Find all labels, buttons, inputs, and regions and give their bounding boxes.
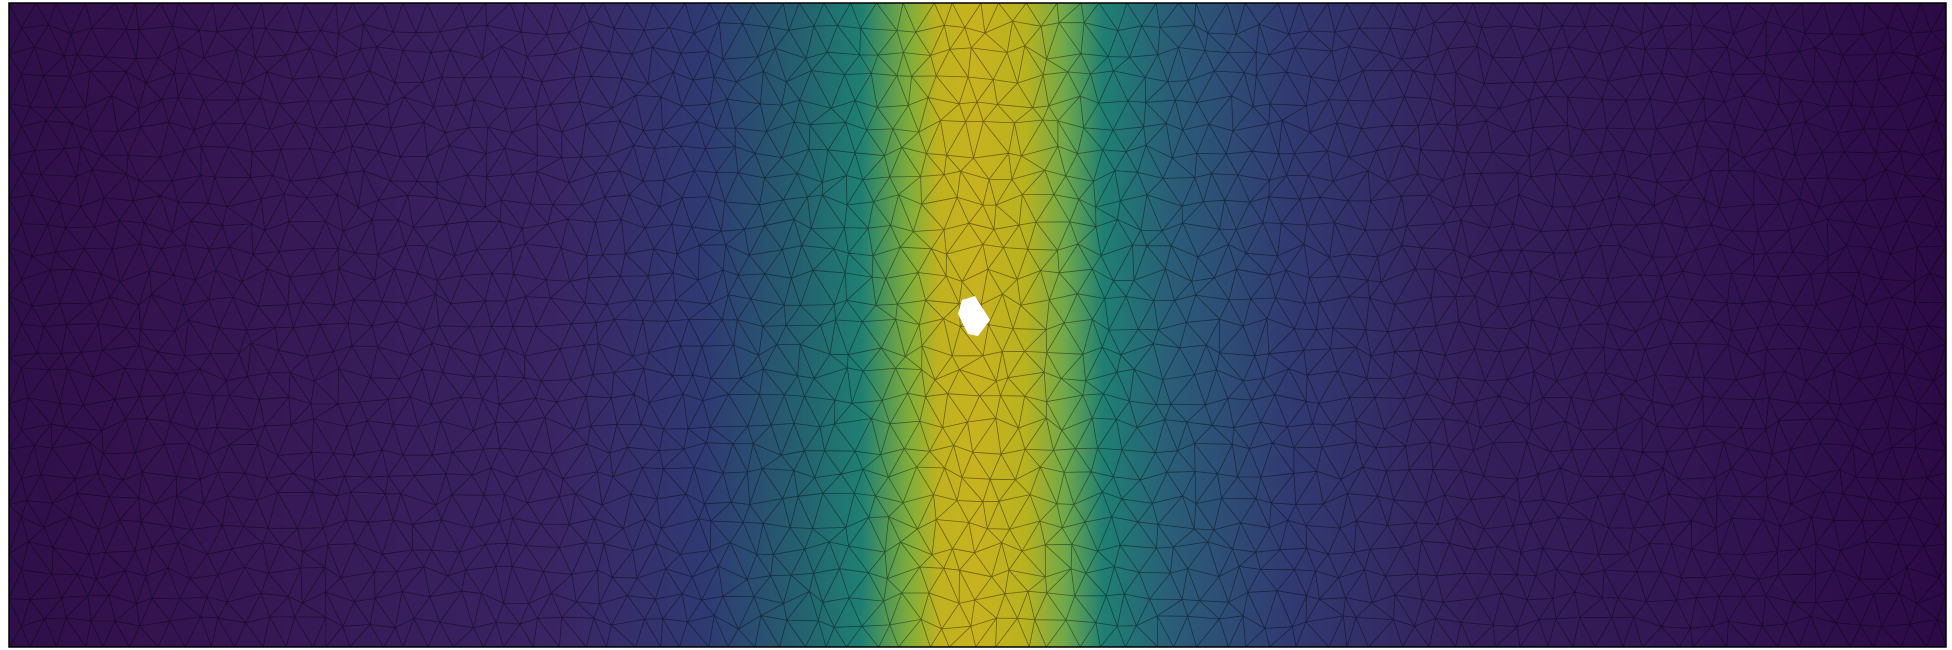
domain-border: [8, 2, 1947, 648]
mesh-edges: [9, 3, 1946, 647]
mesh-edge-lines: [9, 3, 1946, 647]
mesh-hole: [958, 296, 990, 336]
